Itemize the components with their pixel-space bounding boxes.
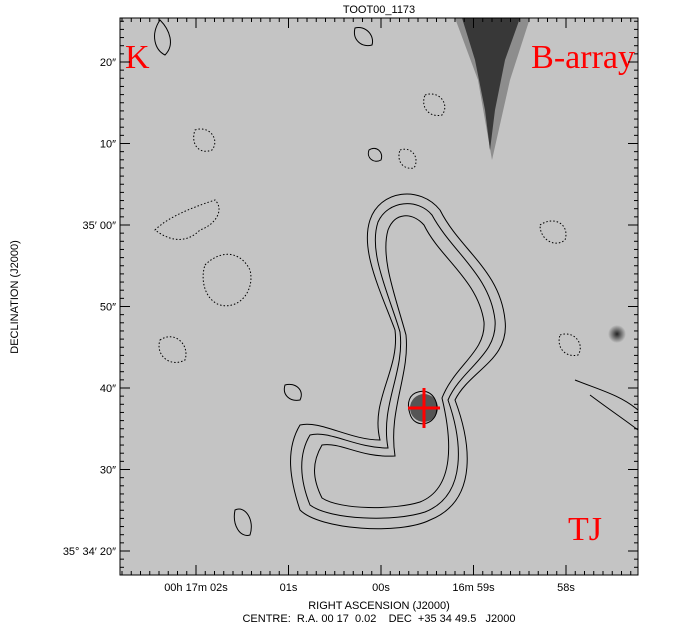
corner-label: K <box>125 39 150 76</box>
x-tick-label: 00h 17m 02s <box>164 582 228 594</box>
y-tick-label: 30″ <box>100 465 116 477</box>
y-tick-label: 35° 34′ 20″ <box>63 546 116 558</box>
centre-note: CENTRE: R.A. 00 17 0.02 DEC +35 34 49.5 … <box>242 613 515 625</box>
x-tick-label: 01s <box>280 582 298 594</box>
y-axis-label: DECLINATION (J2000) <box>9 240 21 354</box>
x-axis-label: RIGHT ASCENSION (J2000) <box>308 600 450 612</box>
target-marker <box>408 388 440 428</box>
corner-label: B-array <box>531 39 635 76</box>
title: TOOT00_1173 <box>343 4 415 16</box>
corner-label: TJ <box>568 511 602 548</box>
y-axis: 20″ 10″ 35′ 00″ 50″ 40″ 30″ 35° 34′ 20″ <box>63 20 638 568</box>
x-tick-label: 00s <box>372 582 390 594</box>
y-tick-label: 20″ <box>100 57 116 69</box>
y-tick-label: 35′ 00″ <box>83 220 117 232</box>
y-tick-label: 10″ <box>100 139 116 151</box>
x-tick-label: 58s <box>557 582 575 594</box>
plot-frame <box>119 17 639 576</box>
y-tick-label: 50″ <box>100 302 116 314</box>
x-tick-label: 16m 59s <box>452 582 495 594</box>
image <box>120 18 638 575</box>
x-axis: 00h 17m 02s 01s 00s 16m 59s 58s <box>121 18 632 594</box>
y-tick-label: 40″ <box>100 383 116 395</box>
